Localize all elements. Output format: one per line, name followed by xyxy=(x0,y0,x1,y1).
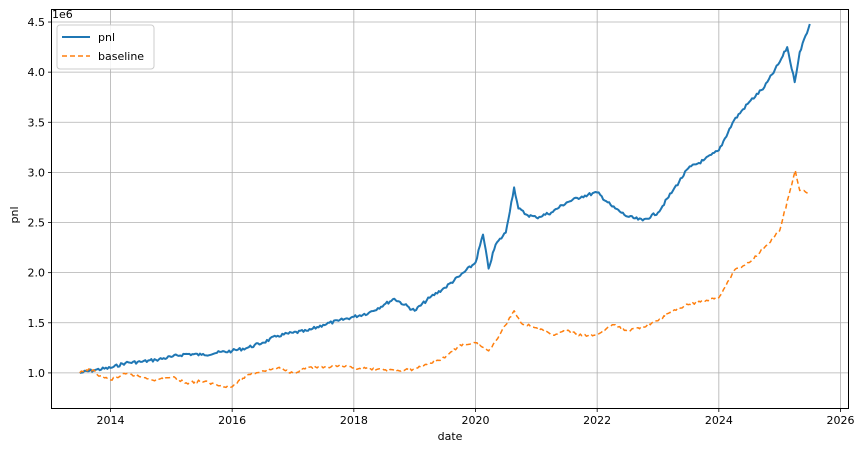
y-tick-label: 2.5 xyxy=(28,217,46,230)
y-tick-label: 1.0 xyxy=(28,367,46,380)
x-axis-label: date xyxy=(438,430,463,443)
series-line-baseline xyxy=(79,169,811,389)
y-tick-label: 4.0 xyxy=(28,66,46,79)
y-tick-label: 2.0 xyxy=(28,267,46,280)
x-tick-label: 2024 xyxy=(705,414,733,427)
x-tick-label: 2014 xyxy=(97,414,125,427)
legend-pnl-label: pnl xyxy=(98,31,115,44)
y-tick-label: 1.5 xyxy=(28,317,46,330)
x-tick-label: 2020 xyxy=(462,414,490,427)
grid-lines xyxy=(52,10,848,408)
x-tick-label: 2018 xyxy=(340,414,368,427)
x-tick-label: 2016 xyxy=(218,414,246,427)
x-tick-label: 2022 xyxy=(583,414,611,427)
y-axis-ticks: 1.0 1.5 2.0 2.5 3.0 3.5 4.0 4.5 xyxy=(28,16,52,380)
y-tick-label: 4.5 xyxy=(28,16,46,29)
x-axis-ticks: 2014 2016 2018 2020 2022 2024 2026 xyxy=(97,408,855,427)
y-axis-label: pnl xyxy=(8,206,21,223)
series-lines xyxy=(79,23,811,389)
series-line-pnl xyxy=(79,23,811,374)
y-tick-label: 3.5 xyxy=(28,116,46,129)
legend-baseline-label: baseline xyxy=(98,50,144,63)
y-offset-label: 1e6 xyxy=(52,8,73,21)
x-tick-label: 2026 xyxy=(827,414,855,427)
y-tick-label: 3.0 xyxy=(28,166,46,179)
plot-frame xyxy=(51,9,849,409)
legend: pnl baseline xyxy=(56,24,155,70)
